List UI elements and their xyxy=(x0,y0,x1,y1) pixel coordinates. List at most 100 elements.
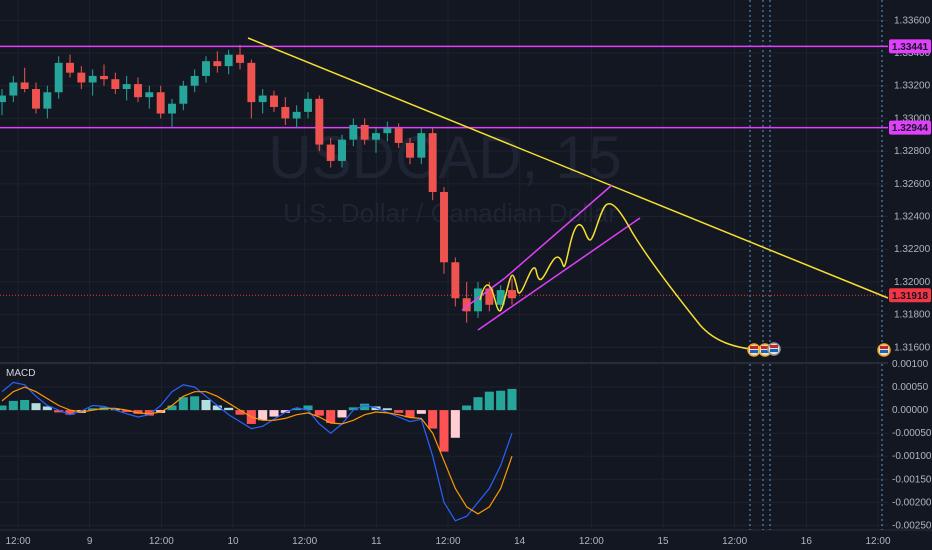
channel-upper[interactable] xyxy=(504,184,613,279)
macd-histogram-bar xyxy=(496,390,506,411)
candle-body xyxy=(508,290,516,299)
macd-histogram-bar xyxy=(382,408,392,411)
macd-histogram-bar xyxy=(507,388,517,411)
price-tags: 1.33441 1.32944 1.31918 xyxy=(889,39,931,303)
candle-body xyxy=(440,191,448,263)
time-tick-label: 14 xyxy=(514,536,526,547)
candle-body xyxy=(315,98,324,145)
macd-histogram-bar xyxy=(280,410,290,413)
macd-histogram-bar xyxy=(65,410,75,415)
price-tick-label: 1.31800 xyxy=(894,310,931,321)
macd-histogram-bar xyxy=(42,406,52,411)
candle-body xyxy=(462,298,471,312)
time-tick-label: 12:00 xyxy=(5,536,30,547)
price-tick-label: 1.32400 xyxy=(894,212,931,223)
macd-histogram-bar xyxy=(167,405,177,411)
macd-histogram-bar xyxy=(416,410,426,414)
candle-body xyxy=(111,79,120,90)
event-icons[interactable] xyxy=(747,342,891,357)
time-tick-label: 15 xyxy=(657,536,669,547)
macd-indicator[interactable] xyxy=(0,381,517,522)
candle-body xyxy=(213,61,222,67)
trendline[interactable] xyxy=(247,37,889,299)
projection-path[interactable] xyxy=(479,203,761,351)
price-tag xyxy=(889,39,931,54)
drawings[interactable] xyxy=(247,37,889,351)
candle-body xyxy=(406,142,414,158)
candle-body xyxy=(417,133,426,158)
price-tick-label: 1.32200 xyxy=(894,244,931,255)
signal-line xyxy=(1,386,513,515)
macd-histogram-bar xyxy=(8,400,18,411)
time-tick-label: 12:00 xyxy=(865,536,890,547)
macd-histogram-bar xyxy=(54,410,64,413)
candle-body xyxy=(168,103,176,114)
time-tick-label: 11 xyxy=(371,536,382,547)
price-tick-label: 1.33600 xyxy=(894,15,931,26)
candle-body xyxy=(190,75,199,86)
macd-tick-label: 0.00000 xyxy=(892,405,929,416)
candle-body xyxy=(451,262,460,299)
macd-histogram-bar xyxy=(484,391,494,411)
price-tick-label: 1.33000 xyxy=(894,113,931,124)
flag-icon xyxy=(747,343,761,357)
macd-histogram-bar xyxy=(212,405,222,411)
candle-body xyxy=(20,82,29,90)
flag-icon xyxy=(767,342,781,356)
candles[interactable] xyxy=(0,44,516,323)
macd-histogram-bar xyxy=(122,410,132,412)
macd-tick-label: -0.00150 xyxy=(892,474,932,485)
candle-body xyxy=(236,54,244,63)
price-tag xyxy=(889,288,931,303)
candle-body xyxy=(281,106,290,119)
time-axis-labels: 12:00 9 12:00 10 12:00 11 12:00 14 12:00 15 12:00 1… xyxy=(5,536,890,547)
time-tick-label: 9 xyxy=(87,536,93,547)
macd-histogram-bar xyxy=(178,397,188,411)
price-tick-label: 1.32800 xyxy=(894,146,931,157)
time-tick-label: 12:00 xyxy=(579,536,604,547)
macd-tick-label: -0.00100 xyxy=(892,451,932,462)
candle-body xyxy=(360,124,369,140)
price-axis-labels: 1.33600 1.33400 1.33200 1.33000 1.32800 1.326… xyxy=(894,15,931,353)
candle-body xyxy=(372,133,380,140)
macd-tick-label: -0.00250 xyxy=(892,520,932,531)
price-pane[interactable] xyxy=(0,0,888,362)
candle-body xyxy=(156,92,165,114)
candle-body xyxy=(292,111,301,119)
macd-histogram-bar xyxy=(258,410,268,421)
macd-histogram-bar xyxy=(0,405,7,411)
time-axis[interactable] xyxy=(0,530,932,550)
candle-body xyxy=(66,62,74,73)
candle-body xyxy=(54,62,63,93)
price-axis[interactable] xyxy=(888,0,932,530)
candle-body xyxy=(474,288,482,312)
price-tick-label: 1.32000 xyxy=(894,277,931,288)
candle-body xyxy=(9,82,18,96)
channel-left[interactable] xyxy=(461,277,506,311)
candle-body xyxy=(383,128,392,134)
candle-body xyxy=(394,128,403,143)
price-tick-label: 1.32600 xyxy=(894,179,931,190)
candle-body xyxy=(349,124,358,140)
macd-histogram-bar xyxy=(314,410,324,416)
channel-lower[interactable] xyxy=(477,217,641,331)
price-tag-label: 1.31918 xyxy=(892,291,929,302)
flag-icon xyxy=(758,343,772,357)
macd-tick-label: -0.00200 xyxy=(892,497,932,508)
price-tag-label: 1.33441 xyxy=(892,42,929,53)
macd-title: MACD xyxy=(6,368,35,379)
macd-axis-labels: 0.00100 0.00050 0.00000 -0.00050 -0.00100 -0.… xyxy=(892,359,932,531)
macd-histogram-bar xyxy=(405,410,415,418)
candle-body xyxy=(224,54,233,67)
candle-body xyxy=(202,61,210,76)
macd-histogram-bar xyxy=(462,405,472,411)
macd-histogram-bar xyxy=(360,403,370,411)
macd-histogram-bar xyxy=(224,407,234,411)
horizontal-lines[interactable] xyxy=(0,45,888,129)
flag-icon xyxy=(877,343,891,357)
macd-histogram-bar xyxy=(20,399,30,411)
time-tick-label: 12:00 xyxy=(149,536,174,547)
candle-body xyxy=(326,144,335,161)
candle-body xyxy=(43,92,52,109)
